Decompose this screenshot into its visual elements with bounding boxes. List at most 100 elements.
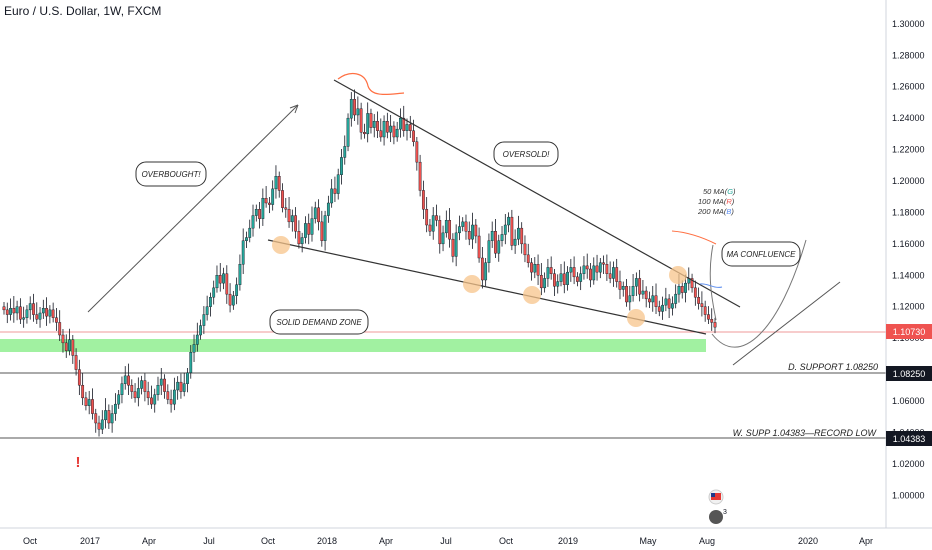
x-tick-label: Apr	[859, 536, 873, 546]
candle-body-down	[376, 121, 379, 131]
candle-body-up	[484, 262, 488, 281]
candle	[205, 295, 209, 321]
candle-body-up	[346, 117, 350, 147]
y-tick-label: 1.26000	[892, 82, 925, 92]
demand-zone-callout: SOLID DEMAND ZONE	[269, 309, 369, 335]
candle	[490, 221, 494, 248]
candle-body-up	[336, 174, 340, 194]
candle	[159, 368, 163, 396]
candle	[710, 308, 714, 331]
y-tick-label: 1.18000	[892, 207, 925, 217]
candle-body-up	[513, 238, 517, 246]
candle	[451, 233, 455, 263]
x-tick-label: Oct	[23, 536, 38, 546]
candle-body-up	[566, 271, 569, 285]
demand-zone	[0, 339, 706, 352]
candle	[648, 291, 651, 308]
current-price-tag: 1.10730	[886, 324, 932, 339]
candle	[356, 96, 360, 125]
candle-body-up	[399, 117, 402, 130]
candle	[45, 297, 48, 326]
level-2-value: 1.04383	[893, 434, 926, 444]
candle	[100, 410, 104, 434]
candle-body-up	[271, 188, 275, 205]
candle-body-down	[277, 176, 281, 191]
candle	[225, 265, 229, 304]
candle-body-up	[487, 240, 491, 263]
candle-body-up	[195, 334, 199, 345]
candle	[621, 281, 625, 297]
candle	[507, 212, 510, 233]
flag-icon[interactable]	[708, 489, 724, 505]
candle	[454, 224, 458, 267]
y-tick-label: 1.14000	[892, 270, 925, 280]
candle-body-down	[297, 231, 301, 245]
candle-body-up	[579, 273, 583, 282]
candle	[195, 322, 199, 352]
candle-body-down	[425, 209, 429, 226]
candle-body-down	[625, 286, 628, 303]
candle-body-up	[533, 264, 537, 273]
candle	[77, 359, 81, 396]
candle	[369, 108, 373, 134]
candle	[172, 377, 176, 411]
candle	[169, 389, 173, 413]
candle	[215, 265, 219, 293]
candle	[68, 328, 71, 356]
candle-body-down	[523, 243, 527, 256]
candle-body-down	[163, 378, 166, 392]
candle-body-down	[608, 273, 612, 279]
candle	[284, 197, 288, 218]
candle-body-up	[441, 232, 445, 245]
candle-body-up	[231, 295, 235, 306]
candle-body-up	[628, 295, 632, 303]
candle-body-up	[172, 389, 176, 405]
candle	[484, 258, 488, 286]
candle	[428, 219, 432, 236]
candle	[628, 285, 632, 311]
candle	[376, 111, 379, 138]
candle-body-up	[349, 99, 353, 119]
candle	[631, 274, 635, 302]
candle	[104, 398, 107, 429]
candle	[615, 258, 619, 288]
candle	[25, 305, 29, 324]
touch-point	[669, 266, 687, 284]
candle	[575, 272, 579, 287]
candle	[333, 176, 337, 203]
candle-body-up	[136, 388, 140, 399]
candle	[9, 298, 12, 321]
y-tick-label: 1.00000	[892, 490, 925, 500]
candle-body-down	[225, 273, 229, 295]
events-icon[interactable]: 3	[709, 509, 727, 524]
touch-point	[627, 309, 645, 327]
candle-body-down	[549, 267, 553, 274]
candle	[359, 102, 363, 140]
candle	[281, 183, 284, 213]
candle	[546, 258, 550, 287]
candle-body-down	[35, 314, 39, 320]
candle	[480, 247, 484, 289]
candle-body-up	[517, 227, 520, 240]
demand-zone-label: SOLID DEMAND ZONE	[276, 318, 362, 327]
candle	[363, 123, 366, 139]
candle-body-up	[15, 306, 19, 314]
candle-body-up	[274, 176, 278, 190]
candle	[372, 114, 376, 138]
y-tick-label: 1.06000	[892, 396, 925, 406]
candle-body-down	[294, 215, 298, 232]
blue-squiggle	[699, 283, 723, 288]
candle	[254, 204, 258, 222]
candle-body-down	[2, 306, 6, 311]
candle-body-down	[130, 385, 134, 392]
candle-body-up	[497, 240, 501, 254]
candle	[549, 256, 553, 280]
candle	[41, 299, 45, 319]
candle-body-down	[713, 322, 717, 328]
x-tick-label: Apr	[379, 536, 393, 546]
candle	[287, 197, 291, 228]
overbought-label: OVERBOUGHT!	[141, 170, 201, 179]
candle-body-up	[461, 221, 465, 227]
candle-body-up	[330, 188, 334, 204]
